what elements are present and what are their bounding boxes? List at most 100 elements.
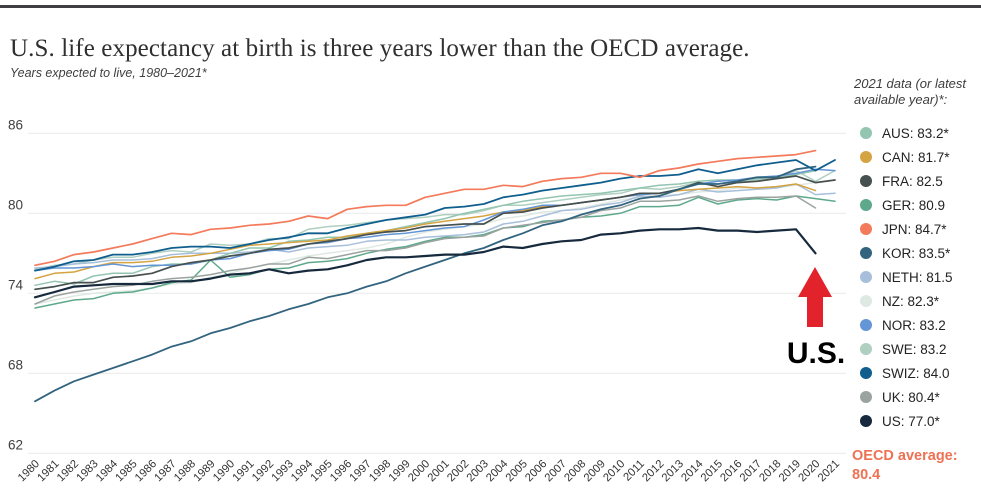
legend-item: KOR: 83.5* xyxy=(852,241,978,265)
legend-item-label: NETH: 81.5 xyxy=(882,269,953,285)
legend-item-label: GER: 80.9 xyxy=(882,197,946,213)
legend-dot-icon xyxy=(860,247,872,259)
x-tick-label: 2018 xyxy=(757,458,783,484)
x-tick-label: 2014 xyxy=(679,458,705,484)
x-tick-label: 1988 xyxy=(172,458,198,484)
x-tick-label: 2002 xyxy=(445,458,471,484)
legend-item: UK: 80.4* xyxy=(852,385,978,409)
us-annotation-label: U.S. xyxy=(787,337,845,370)
legend-item: CAN: 81.7* xyxy=(852,145,978,169)
x-tick-label: 1999 xyxy=(387,458,413,484)
series-line-swiz xyxy=(34,159,836,272)
oecd-average-label: OECD average: xyxy=(852,448,958,464)
legend-item-label: NZ: 82.3* xyxy=(882,293,940,309)
legend-item: US: 77.0* xyxy=(852,409,978,433)
x-tick-label: 1987 xyxy=(152,458,178,484)
x-tick-label: 1989 xyxy=(191,458,217,484)
x-tick-label: 1986 xyxy=(133,458,159,484)
x-tick-label: 2020 xyxy=(796,458,822,484)
legend-item-label: FRA: 82.5 xyxy=(882,173,943,189)
page-title: U.S. life expectancy at birth is three y… xyxy=(10,34,750,62)
x-tick-label: 2017 xyxy=(738,458,764,484)
x-tick-label: 1991 xyxy=(230,458,256,484)
legend-dot-icon xyxy=(860,319,872,331)
x-tick-label: 2000 xyxy=(406,458,432,484)
x-tick-label: 1997 xyxy=(348,458,374,484)
us-arrow-icon xyxy=(798,267,832,327)
legend-item-label: KOR: 83.5* xyxy=(882,245,951,261)
series-line-kor xyxy=(34,165,817,403)
legend-item-label: SWE: 83.2 xyxy=(882,341,947,357)
x-tick-label: 2015 xyxy=(699,458,725,484)
chart-subtitle: Years expected to live, 1980–2021* xyxy=(10,66,207,80)
x-tick-label: 2010 xyxy=(601,458,627,484)
x-tick-label: 2013 xyxy=(660,458,686,484)
x-tick-label: 1996 xyxy=(328,458,354,484)
y-tick-label: 74 xyxy=(8,277,24,292)
legend-item-label: JPN: 84.7* xyxy=(882,221,947,237)
legend-dot-icon xyxy=(860,415,872,427)
legend-dot-icon xyxy=(860,391,872,403)
x-tick-label: 1995 xyxy=(309,458,335,484)
x-tick-label: 2007 xyxy=(543,458,569,484)
legend-dot-icon xyxy=(860,343,872,355)
legend-item-label: UK: 80.4* xyxy=(882,389,940,405)
x-tick-label: 1990 xyxy=(211,458,237,484)
legend-item: NETH: 81.5 xyxy=(852,265,978,289)
legend-dot-icon xyxy=(860,127,872,139)
x-tick-label: 1981 xyxy=(35,458,61,484)
x-tick-label: 1982 xyxy=(55,458,81,484)
legend-item-label: AUS: 83.2* xyxy=(882,125,949,141)
legend-dot-icon xyxy=(860,199,872,211)
x-tick-label: 2019 xyxy=(777,458,803,484)
legend-dot-icon xyxy=(860,151,872,163)
oecd-average-value: 80.4 xyxy=(852,467,881,483)
legend-item-label: NOR: 83.2 xyxy=(882,317,946,333)
x-tick-label: 2009 xyxy=(582,458,608,484)
y-tick-label: 68 xyxy=(8,357,23,372)
legend-item: SWIZ: 84.0 xyxy=(852,361,978,385)
legend-item: SWE: 83.2 xyxy=(852,337,978,361)
x-tick-label: 1984 xyxy=(94,458,120,484)
legend-item-label: SWIZ: 84.0 xyxy=(882,365,950,381)
legend-panel: 2021 data (or latest available year)*: A… xyxy=(852,76,978,433)
series-line-ger xyxy=(34,195,836,309)
x-tick-label: 2001 xyxy=(426,458,452,484)
legend-item: NZ: 82.3* xyxy=(852,289,978,313)
series-line-fra xyxy=(34,175,836,291)
legend-item: FRA: 82.5 xyxy=(852,169,978,193)
series-line-jpn xyxy=(34,149,817,267)
legend-item: GER: 80.9 xyxy=(852,193,978,217)
legend-header: 2021 data (or latest available year)*: xyxy=(854,76,967,107)
x-tick-label: 2021 xyxy=(816,458,842,484)
series-line-uk xyxy=(34,195,817,305)
x-tick-label: 2008 xyxy=(562,458,588,484)
legend-item: AUS: 83.2* xyxy=(852,121,978,145)
series-line-nz xyxy=(34,181,817,305)
legend-item-label: US: 77.0* xyxy=(882,413,940,429)
x-tick-label: 1994 xyxy=(289,458,315,484)
x-tick-label: 1983 xyxy=(74,458,100,484)
series-line-can xyxy=(34,183,817,280)
x-tick-label: 1992 xyxy=(250,458,276,484)
y-tick-label: 62 xyxy=(8,437,23,452)
series-line-us xyxy=(33,226,817,299)
x-tick-label: 1993 xyxy=(270,458,296,484)
oecd-average-note: OECD average: 80.4 xyxy=(852,447,980,485)
x-tick-label: 1998 xyxy=(367,458,393,484)
x-tick-label: 2004 xyxy=(484,458,510,484)
x-tick-label: 2005 xyxy=(504,458,530,484)
legend-dot-icon xyxy=(860,367,872,379)
legend-item-label: CAN: 81.7* xyxy=(882,149,950,165)
y-tick-label: 80 xyxy=(8,197,23,212)
y-tick-label: 86 xyxy=(8,117,23,132)
x-tick-label: 2003 xyxy=(465,458,491,484)
legend-list: AUS: 83.2* CAN: 81.7* FRA: 82.5 GER: 80.9 JP… xyxy=(852,121,978,433)
legend-item: JPN: 84.7* xyxy=(852,217,978,241)
legend-dot-icon xyxy=(860,295,872,307)
top-rule xyxy=(0,5,981,8)
x-tick-label: 2016 xyxy=(718,458,744,484)
legend-item: NOR: 83.2 xyxy=(852,313,978,337)
